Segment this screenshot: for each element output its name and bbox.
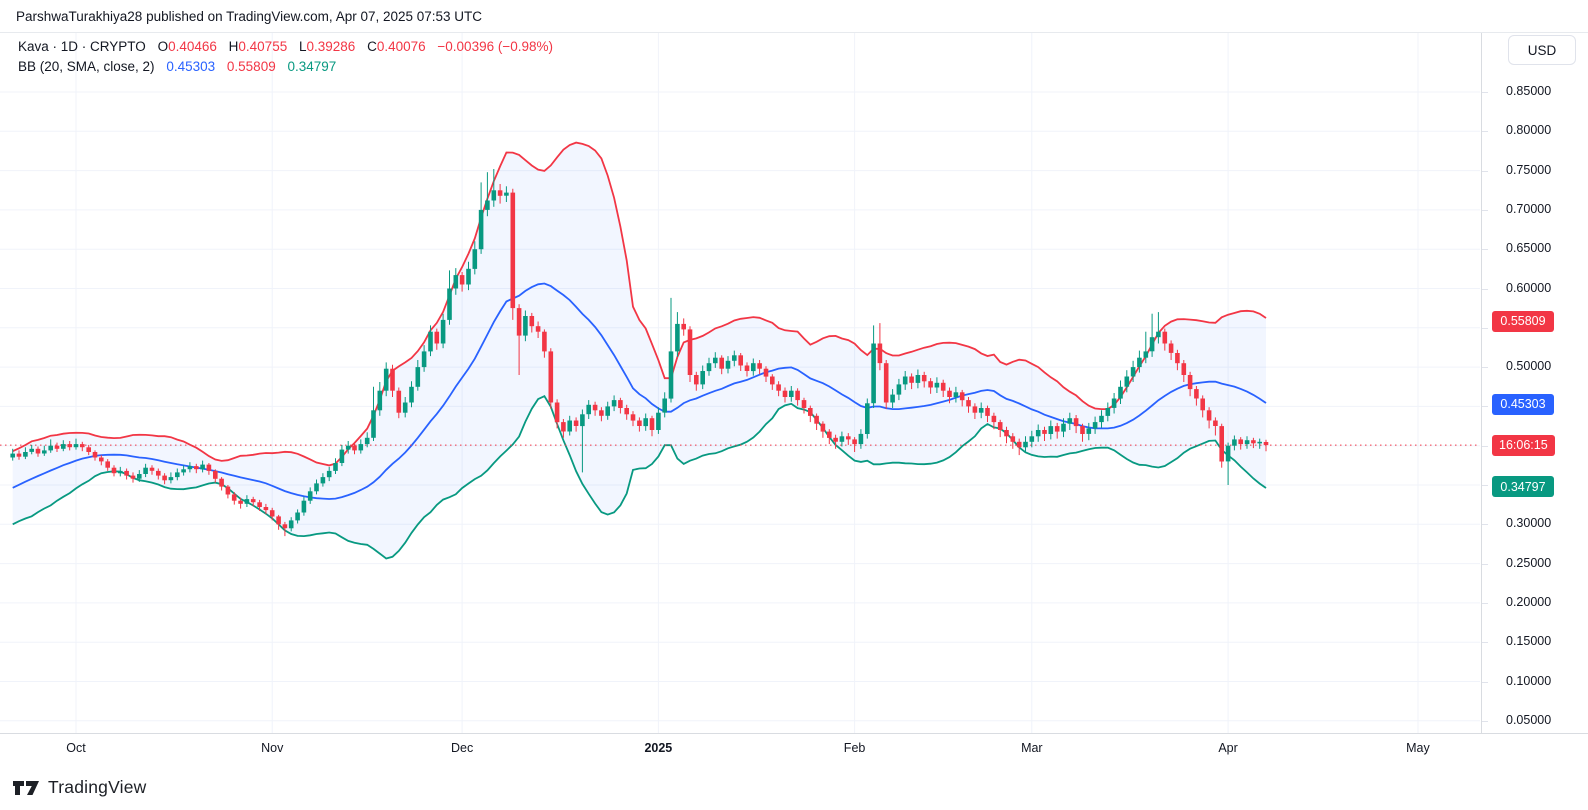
high-value: 0.40755 [238,39,288,54]
chart-legend: Kava · 1D · CRYPTO O0.40466 H0.40755 L0.… [18,37,553,77]
bb-lower-label: 0.34797 [1492,476,1554,498]
indicator-legend-row[interactable]: BB (20, SMA, close, 2) 0.45303 0.55809 0… [18,57,553,76]
footer-bar: TradingView [0,765,1588,810]
price-tick-label: 0.10000 [1482,674,1588,688]
publisher-text: ParshwaTurakhiya28 published on TradingV… [16,8,483,24]
time-tick-oct: Oct [66,741,86,755]
currency-button[interactable]: USD [1508,35,1576,65]
price-tick-label: 0.50000 [1482,359,1588,373]
price-tick-label: 0.25000 [1482,556,1588,570]
time-tick-may: May [1406,741,1430,755]
time-tick-2025: 2025 [644,741,673,755]
close-label: C [367,39,377,54]
open-label: O [157,39,169,54]
bb-upper-value: 0.55809 [226,59,276,74]
price-tick-label: 0.70000 [1482,202,1588,216]
high-label: H [228,39,239,54]
low-label: L [298,39,307,54]
price-tick-label: 0.20000 [1482,595,1588,609]
time-tick-nov: Nov [261,741,284,755]
tradingview-wordmark[interactable]: TradingView [48,777,147,797]
price-tick-label: 0.60000 [1482,281,1588,295]
price-tick-label: 0.65000 [1482,241,1588,255]
price-scale[interactable]: USD 0.85000 0.80000 0.75000 0.70000 0.65000 0… [1481,33,1588,733]
countdown-label: 16:06:15 [1492,434,1555,456]
publisher-bar: ParshwaTurakhiya28 published on TradingV… [0,0,1588,33]
price-tick-label: 0.05000 [1482,713,1588,727]
close-value: 0.40076 [376,39,426,54]
open-value: 0.40466 [168,39,217,54]
chart-canvas[interactable]: Kava · 1D · CRYPTO O0.40466 H0.40755 L0.… [0,33,1480,733]
symbol-legend-row[interactable]: Kava · 1D · CRYPTO O0.40466 H0.40755 L0.… [18,37,553,56]
price-tick-label: 0.75000 [1482,163,1588,177]
change-value: −0.00396 (−0.98%) [437,39,553,54]
currency-label: USD [1527,42,1557,58]
time-tick-apr: Apr [1218,741,1238,755]
price-tick-label: 0.85000 [1482,84,1588,98]
price-tick-label: 0.80000 [1482,123,1588,137]
time-scale[interactable]: Oct Nov Dec 2025 Feb Mar Apr May [0,733,1588,767]
price-tick-label: 0.15000 [1482,634,1588,648]
bb-indicator-name[interactable]: BB (20, SMA, close, 2) [18,59,155,74]
candlestick-chart[interactable] [0,33,1480,733]
symbol-title[interactable]: Kava · 1D · CRYPTO [18,39,146,54]
bb-basis-value: 0.45303 [166,59,216,74]
bb-lower-value: 0.34797 [287,59,337,74]
time-tick-feb: Feb [843,741,866,755]
time-tick-dec: Dec [451,741,474,755]
low-value: 0.39286 [306,39,356,54]
time-tick-mar: Mar [1021,741,1043,755]
price-tick-label: 0.30000 [1482,516,1588,530]
tradingview-logo-icon[interactable] [13,780,40,796]
bb-upper-label: 0.55809 [1492,310,1554,332]
bb-basis-label: 0.45303 [1492,393,1554,415]
